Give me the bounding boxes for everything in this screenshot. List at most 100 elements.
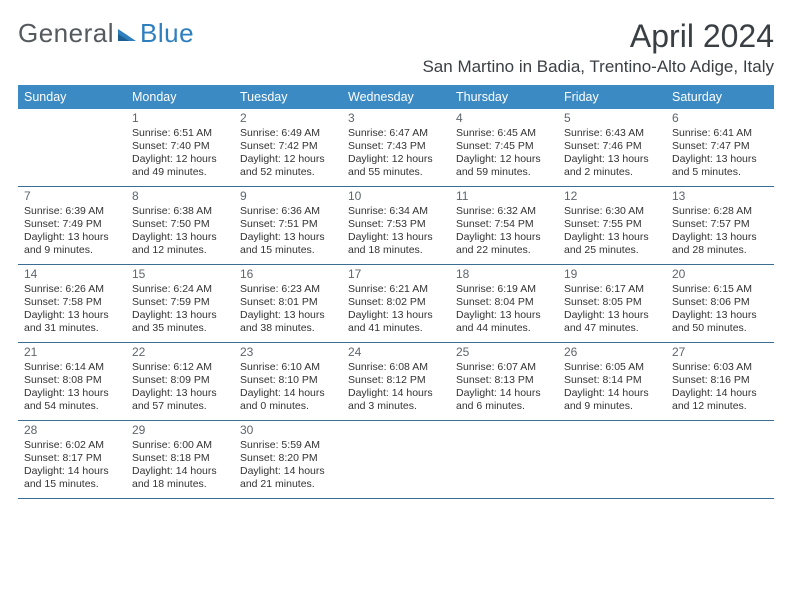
calendar-cell: 22Sunrise: 6:12 AMSunset: 8:09 PMDayligh… bbox=[126, 343, 234, 421]
calendar-cell: 18Sunrise: 6:19 AMSunset: 8:04 PMDayligh… bbox=[450, 265, 558, 343]
calendar-header-cell: Sunday bbox=[18, 85, 126, 109]
daylight-text: and 18 minutes. bbox=[132, 478, 228, 491]
sunrise-text: Sunrise: 6:26 AM bbox=[24, 283, 120, 296]
daylight-text: and 47 minutes. bbox=[564, 322, 660, 335]
sunset-text: Sunset: 7:50 PM bbox=[132, 218, 228, 231]
daylight-text: Daylight: 13 hours bbox=[564, 153, 660, 166]
calendar-cell: 17Sunrise: 6:21 AMSunset: 8:02 PMDayligh… bbox=[342, 265, 450, 343]
daylight-text: Daylight: 13 hours bbox=[132, 387, 228, 400]
day-number: 1 bbox=[132, 111, 228, 126]
day-number: 9 bbox=[240, 189, 336, 204]
sunrise-text: Sunrise: 6:45 AM bbox=[456, 127, 552, 140]
calendar-cell: 25Sunrise: 6:07 AMSunset: 8:13 PMDayligh… bbox=[450, 343, 558, 421]
sunset-text: Sunset: 7:54 PM bbox=[456, 218, 552, 231]
sunrise-text: Sunrise: 5:59 AM bbox=[240, 439, 336, 452]
calendar-cell: 27Sunrise: 6:03 AMSunset: 8:16 PMDayligh… bbox=[666, 343, 774, 421]
day-number: 8 bbox=[132, 189, 228, 204]
brand-mark-icon bbox=[116, 23, 138, 45]
sunset-text: Sunset: 7:59 PM bbox=[132, 296, 228, 309]
daylight-text: Daylight: 13 hours bbox=[132, 309, 228, 322]
daylight-text: Daylight: 12 hours bbox=[348, 153, 444, 166]
calendar-header-cell: Wednesday bbox=[342, 85, 450, 109]
sunrise-text: Sunrise: 6:15 AM bbox=[672, 283, 768, 296]
sunset-text: Sunset: 7:45 PM bbox=[456, 140, 552, 153]
daylight-text: and 15 minutes. bbox=[24, 478, 120, 491]
calendar-cell bbox=[666, 421, 774, 499]
sunset-text: Sunset: 8:06 PM bbox=[672, 296, 768, 309]
sunrise-text: Sunrise: 6:02 AM bbox=[24, 439, 120, 452]
daylight-text: Daylight: 14 hours bbox=[240, 465, 336, 478]
daylight-text: and 41 minutes. bbox=[348, 322, 444, 335]
daylight-text: Daylight: 13 hours bbox=[348, 231, 444, 244]
daylight-text: and 35 minutes. bbox=[132, 322, 228, 335]
sunrise-text: Sunrise: 6:12 AM bbox=[132, 361, 228, 374]
daylight-text: and 6 minutes. bbox=[456, 400, 552, 413]
daylight-text: and 15 minutes. bbox=[240, 244, 336, 257]
daylight-text: and 5 minutes. bbox=[672, 166, 768, 179]
calendar: SundayMondayTuesdayWednesdayThursdayFrid… bbox=[18, 85, 774, 499]
daylight-text: Daylight: 13 hours bbox=[240, 231, 336, 244]
calendar-cell bbox=[450, 421, 558, 499]
sunrise-text: Sunrise: 6:43 AM bbox=[564, 127, 660, 140]
day-number: 28 bbox=[24, 423, 120, 438]
daylight-text: Daylight: 13 hours bbox=[132, 231, 228, 244]
day-number: 13 bbox=[672, 189, 768, 204]
sunrise-text: Sunrise: 6:10 AM bbox=[240, 361, 336, 374]
calendar-header-cell: Saturday bbox=[666, 85, 774, 109]
sunset-text: Sunset: 8:14 PM bbox=[564, 374, 660, 387]
daylight-text: and 50 minutes. bbox=[672, 322, 768, 335]
calendar-cell: 15Sunrise: 6:24 AMSunset: 7:59 PMDayligh… bbox=[126, 265, 234, 343]
day-number: 30 bbox=[240, 423, 336, 438]
calendar-cell: 7Sunrise: 6:39 AMSunset: 7:49 PMDaylight… bbox=[18, 187, 126, 265]
calendar-header-cell: Thursday bbox=[450, 85, 558, 109]
daylight-text: and 12 minutes. bbox=[132, 244, 228, 257]
sunset-text: Sunset: 7:47 PM bbox=[672, 140, 768, 153]
sunrise-text: Sunrise: 6:00 AM bbox=[132, 439, 228, 452]
daylight-text: and 59 minutes. bbox=[456, 166, 552, 179]
sunset-text: Sunset: 8:10 PM bbox=[240, 374, 336, 387]
day-number: 5 bbox=[564, 111, 660, 126]
sunrise-text: Sunrise: 6:17 AM bbox=[564, 283, 660, 296]
daylight-text: and 18 minutes. bbox=[348, 244, 444, 257]
calendar-cell: 12Sunrise: 6:30 AMSunset: 7:55 PMDayligh… bbox=[558, 187, 666, 265]
day-number: 22 bbox=[132, 345, 228, 360]
sunset-text: Sunset: 8:02 PM bbox=[348, 296, 444, 309]
day-number: 24 bbox=[348, 345, 444, 360]
sunrise-text: Sunrise: 6:08 AM bbox=[348, 361, 444, 374]
sunset-text: Sunset: 8:17 PM bbox=[24, 452, 120, 465]
daylight-text: and 54 minutes. bbox=[24, 400, 120, 413]
daylight-text: and 22 minutes. bbox=[456, 244, 552, 257]
sunrise-text: Sunrise: 6:39 AM bbox=[24, 205, 120, 218]
daylight-text: Daylight: 14 hours bbox=[132, 465, 228, 478]
day-number: 27 bbox=[672, 345, 768, 360]
calendar-cell: 23Sunrise: 6:10 AMSunset: 8:10 PMDayligh… bbox=[234, 343, 342, 421]
daylight-text: Daylight: 13 hours bbox=[456, 231, 552, 244]
daylight-text: and 52 minutes. bbox=[240, 166, 336, 179]
daylight-text: Daylight: 14 hours bbox=[456, 387, 552, 400]
sunset-text: Sunset: 8:16 PM bbox=[672, 374, 768, 387]
calendar-cell: 6Sunrise: 6:41 AMSunset: 7:47 PMDaylight… bbox=[666, 109, 774, 187]
day-number: 16 bbox=[240, 267, 336, 282]
calendar-cell: 20Sunrise: 6:15 AMSunset: 8:06 PMDayligh… bbox=[666, 265, 774, 343]
day-number: 14 bbox=[24, 267, 120, 282]
daylight-text: and 0 minutes. bbox=[240, 400, 336, 413]
sunset-text: Sunset: 7:57 PM bbox=[672, 218, 768, 231]
sunrise-text: Sunrise: 6:21 AM bbox=[348, 283, 444, 296]
daylight-text: and 2 minutes. bbox=[564, 166, 660, 179]
sunset-text: Sunset: 7:51 PM bbox=[240, 218, 336, 231]
sunset-text: Sunset: 7:40 PM bbox=[132, 140, 228, 153]
calendar-cell: 8Sunrise: 6:38 AMSunset: 7:50 PMDaylight… bbox=[126, 187, 234, 265]
calendar-cell: 14Sunrise: 6:26 AMSunset: 7:58 PMDayligh… bbox=[18, 265, 126, 343]
sunrise-text: Sunrise: 6:38 AM bbox=[132, 205, 228, 218]
page-title: April 2024 bbox=[422, 18, 774, 55]
sunset-text: Sunset: 8:05 PM bbox=[564, 296, 660, 309]
sunset-text: Sunset: 8:18 PM bbox=[132, 452, 228, 465]
day-number: 11 bbox=[456, 189, 552, 204]
calendar-cell: 2Sunrise: 6:49 AMSunset: 7:42 PMDaylight… bbox=[234, 109, 342, 187]
page: General Blue April 2024 San Martino in B… bbox=[0, 0, 792, 509]
calendar-cell bbox=[342, 421, 450, 499]
sunrise-text: Sunrise: 6:28 AM bbox=[672, 205, 768, 218]
calendar-cell: 26Sunrise: 6:05 AMSunset: 8:14 PMDayligh… bbox=[558, 343, 666, 421]
calendar-cell: 16Sunrise: 6:23 AMSunset: 8:01 PMDayligh… bbox=[234, 265, 342, 343]
title-block: April 2024 San Martino in Badia, Trentin… bbox=[422, 18, 774, 77]
